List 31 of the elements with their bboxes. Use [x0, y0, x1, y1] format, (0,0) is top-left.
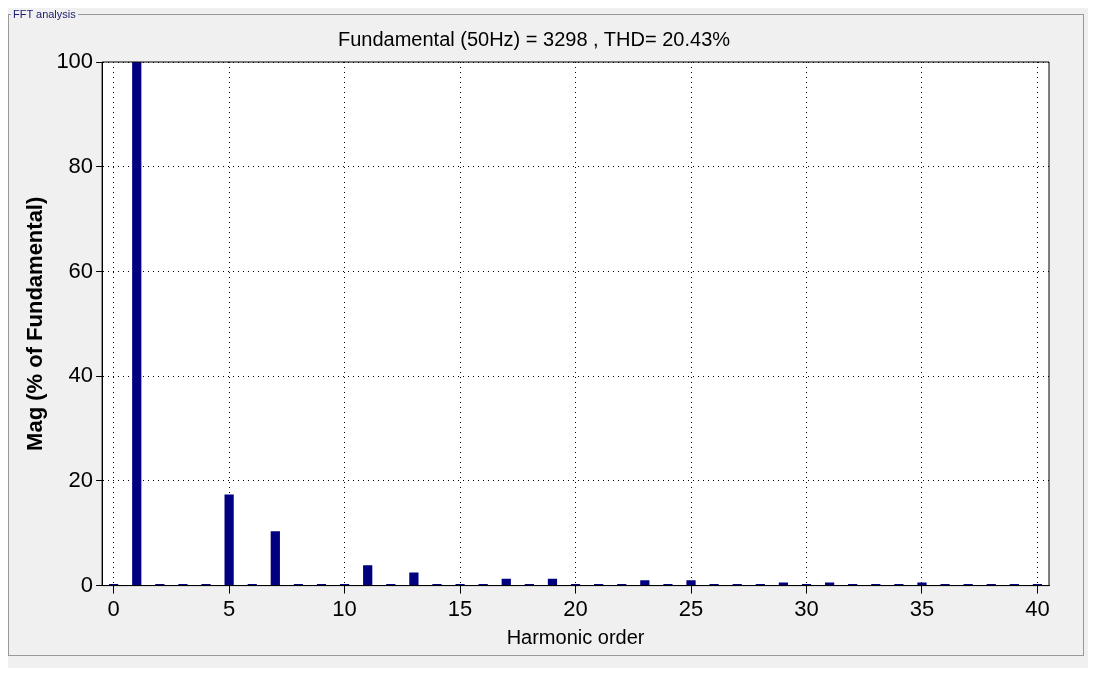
bar — [409, 572, 419, 586]
bar — [778, 582, 789, 586]
bar — [132, 62, 142, 586]
bar — [224, 494, 234, 586]
chart-title: Fundamental (50Hz) = 3298 , THD= 20.43% — [337, 27, 731, 50]
bar — [363, 565, 373, 586]
bar — [686, 580, 696, 586]
y-axis-title: Mag (% of Fundamental) — [22, 196, 48, 451]
x-tick-label: 30 — [794, 595, 819, 621]
x-tick-label: 20 — [563, 595, 588, 621]
text: FFT analysis — [12, 8, 77, 20]
y-tick-label: 100 — [56, 48, 94, 74]
bar — [640, 580, 650, 586]
bar — [547, 578, 558, 586]
bar — [501, 578, 511, 586]
x-tick-label: 15 — [447, 595, 473, 621]
x-tick-label: 40 — [1025, 595, 1050, 621]
bar — [270, 531, 280, 586]
x-tick-label: 35 — [909, 595, 935, 621]
x-tick-label: 0 — [107, 595, 120, 621]
bar — [824, 582, 835, 586]
x-tick-label: 25 — [678, 595, 704, 621]
x-tick-label: 10 — [332, 595, 357, 621]
x-tick-label: 5 — [223, 595, 236, 621]
y-tick-label: 20 — [68, 466, 94, 492]
bar — [917, 582, 927, 586]
y-tick-label: 80 — [68, 152, 94, 178]
y-tick-label: 0 — [80, 571, 94, 597]
x-axis-title: Harmonic order — [506, 625, 645, 648]
y-tick-label: 60 — [68, 257, 94, 283]
y-tick-label: 40 — [68, 362, 94, 388]
